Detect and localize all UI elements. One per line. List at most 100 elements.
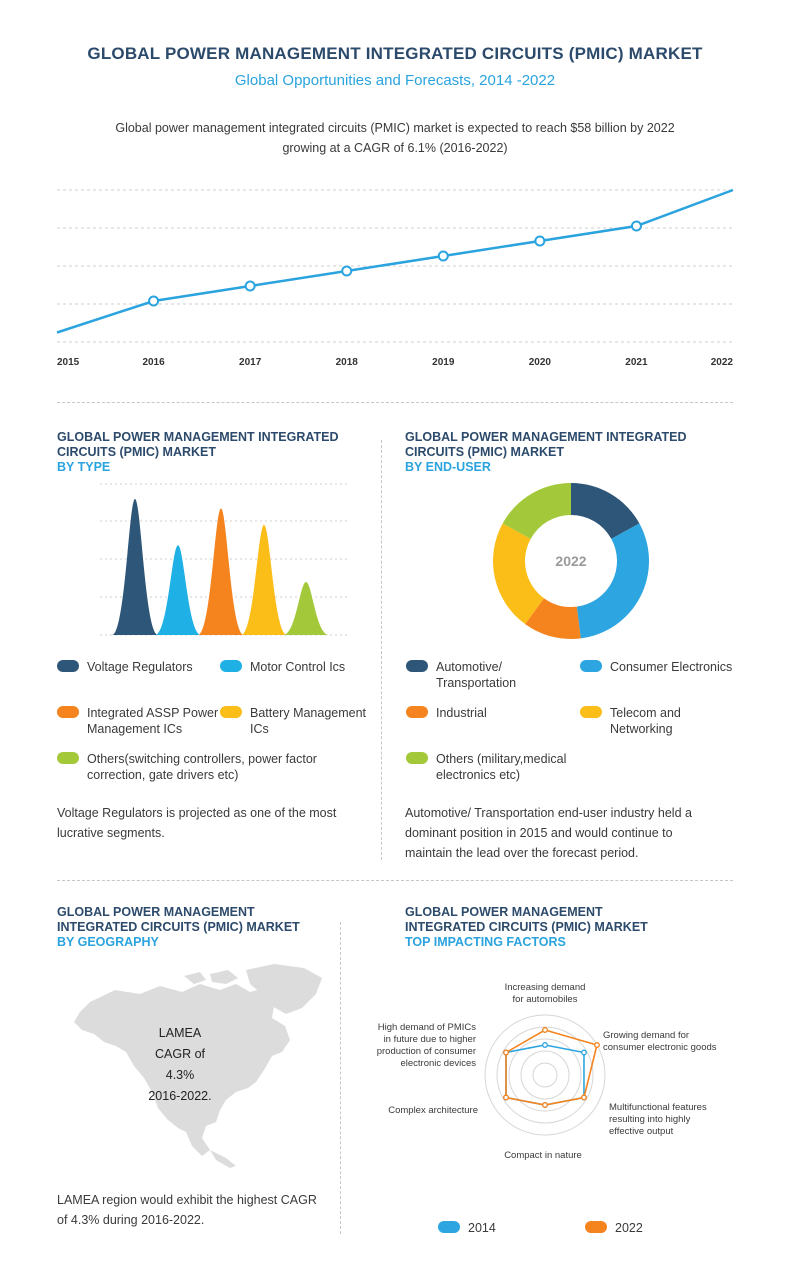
radar-ring	[484, 1014, 606, 1136]
market-forecast-line-chart: 2015 2016 2017 2018 2019 2020 2021 2022	[56, 188, 734, 368]
donut-slice	[493, 523, 544, 625]
radar-axis-label-line: High demand of PMICs	[377, 1022, 476, 1033]
legend-item: Motor Control Ics	[220, 659, 370, 693]
legend-item: Others (military,medical electronics etc)	[406, 751, 606, 785]
map-islands	[184, 972, 206, 984]
radar-point	[503, 1049, 509, 1056]
legend-label: Battery Management ICs	[250, 705, 375, 737]
type-distribution-chart	[100, 483, 350, 636]
radar-ring	[508, 1038, 582, 1112]
radar-axis-label-line: Multifunctional features	[609, 1102, 707, 1113]
map-mainland	[74, 984, 290, 1156]
radar-point	[581, 1094, 587, 1101]
radar-axis-label-line: Complex architecture	[388, 1105, 478, 1116]
radar-point	[542, 1102, 548, 1108]
title-by: TOP IMPACTING FACTORS	[405, 935, 566, 949]
legend-item: Others(switching controllers, power fact…	[57, 751, 357, 785]
radar-axis-label: Growing demand for consumer electronic go…	[603, 1030, 763, 1054]
data-point	[341, 265, 353, 277]
type-peak	[155, 545, 201, 635]
divider	[340, 922, 341, 1234]
title-line: CIRCUITS (PMIC) MARKET	[405, 445, 565, 459]
radar-axis-label: High demand of PMICs in future due to hig…	[340, 1022, 476, 1070]
factors-section-title: GLOBAL POWER MANAGEMENT INTEGRATED CIRCU…	[405, 905, 648, 950]
x-tick-label: 2016	[142, 357, 165, 368]
divider	[57, 880, 733, 881]
impacting-factors-radar-chart	[484, 1014, 606, 1136]
series-line	[56, 188, 734, 334]
title-line: GLOBAL POWER MANAGEMENT INTEGRATED	[405, 430, 687, 444]
title-line: CIRCUITS (PMIC) MARKET	[57, 445, 217, 459]
legend-item: Automotive/Transportation	[406, 659, 576, 693]
page-title: GLOBAL POWER MANAGEMENT INTEGRATED CIRCU…	[87, 44, 703, 63]
legend-label: Industrial	[436, 705, 576, 721]
type-peak	[283, 581, 329, 635]
radar-series	[505, 1044, 585, 1106]
legend-item: Battery Management ICs	[220, 705, 375, 739]
legend-item: Telecom and Networking	[580, 705, 740, 739]
radar-axis-label-line: production of consumer	[376, 1046, 476, 1057]
enduser-note: Automotive/ Transportation end-user indu…	[405, 803, 735, 863]
donut-slice	[571, 483, 640, 539]
title-line: GLOBAL POWER MANAGEMENT INTEGRATED	[57, 430, 339, 444]
legend-label-line: Others(switching controllers, power fact…	[87, 752, 317, 766]
legend-label-line: Management ICs	[87, 722, 183, 736]
divider	[57, 402, 733, 403]
title-line: GLOBAL POWER MANAGEMENT	[57, 905, 255, 919]
x-tick-label: 2019	[432, 357, 455, 368]
title-line: INTEGRATED CIRCUITS (PMIC) MARKET	[57, 920, 300, 934]
title-by: BY END-USER	[405, 460, 491, 474]
geo-cagr: CAGR of 4.3%	[154, 1047, 205, 1082]
note-line: Automotive/ Transportation end-user indu…	[405, 806, 692, 820]
radar-point	[542, 1027, 548, 1033]
data-point	[148, 295, 160, 307]
type-peak	[112, 499, 158, 635]
legend-label-line: Others (military,medical	[436, 752, 567, 766]
legend-label-line: Battery Management	[250, 706, 367, 720]
enduser-donut-chart: 2022	[493, 483, 649, 639]
legend-item: Voltage Regulators	[57, 659, 222, 693]
x-tick-label: 2021	[625, 357, 648, 368]
radar-legend-item: 2014	[438, 1220, 528, 1236]
radar-axis-label-line: Compact in nature	[504, 1150, 582, 1161]
legend-label-line: Motor Control Ics	[250, 660, 346, 674]
radar-ring	[520, 1050, 570, 1100]
legend-label-line: Consumer Electronics	[610, 660, 733, 674]
type-peak	[198, 508, 244, 635]
donut-slice	[576, 523, 649, 639]
data-point	[244, 280, 256, 292]
legend-label-line: Transportation	[436, 676, 517, 690]
data-point	[534, 235, 546, 247]
geo-section-title: GLOBAL POWER MANAGEMENT INTEGRATED CIRCU…	[57, 905, 300, 950]
legend-swatch	[580, 660, 602, 672]
legend-label: Motor Control Ics	[250, 659, 370, 675]
title-line: GLOBAL POWER MANAGEMENT	[405, 905, 603, 919]
legend-label: Voltage Regulators	[87, 659, 222, 675]
legend-label: Consumer Electronics	[610, 659, 740, 675]
geo-note: LAMEA region would exhibit the highest C…	[57, 1190, 337, 1230]
intro-text: Global power management integrated circu…	[95, 118, 695, 158]
radar-legend-item: 2022	[585, 1220, 675, 1236]
intro-line: growing at a CAGR of 6.1% (2016-2022)	[282, 141, 508, 155]
legend-item: Integrated ASSP Power Management ICs	[57, 705, 222, 739]
type-section-title: GLOBAL POWER MANAGEMENT INTEGRATED CIRCU…	[57, 430, 338, 475]
page-subtitle: Global Opportunities and Forecasts, 2014…	[234, 72, 556, 89]
radar-point	[594, 1042, 600, 1048]
radar-axis-label-line: in future due to higher	[383, 1034, 476, 1045]
geo-period: 2016-2022.	[148, 1089, 212, 1103]
legend-label: Integrated ASSP Power Management ICs	[87, 705, 222, 737]
title-by: BY GEOGRAPHY	[57, 935, 159, 949]
radar-axis-label-line: resulting into highly	[609, 1114, 691, 1125]
radar-axis-label: Increasing demand for automobiles	[470, 982, 620, 1006]
note-line: Voltage Regulators is projected as one o…	[57, 806, 337, 820]
radar-axis-label: Complex architecture	[356, 1105, 478, 1117]
radar-axis-label-line: for automobiles	[512, 994, 578, 1005]
map-central-america	[210, 1150, 236, 1168]
legend-item: Consumer Electronics	[580, 659, 740, 693]
x-tick-label: 2015	[57, 357, 80, 368]
legend-label-line: Telecom and	[610, 706, 681, 720]
legend-swatch	[580, 706, 602, 718]
legend-label: Others(switching controllers, power fact…	[87, 751, 357, 783]
legend-swatch	[220, 706, 242, 718]
legend-swatch	[57, 706, 79, 718]
